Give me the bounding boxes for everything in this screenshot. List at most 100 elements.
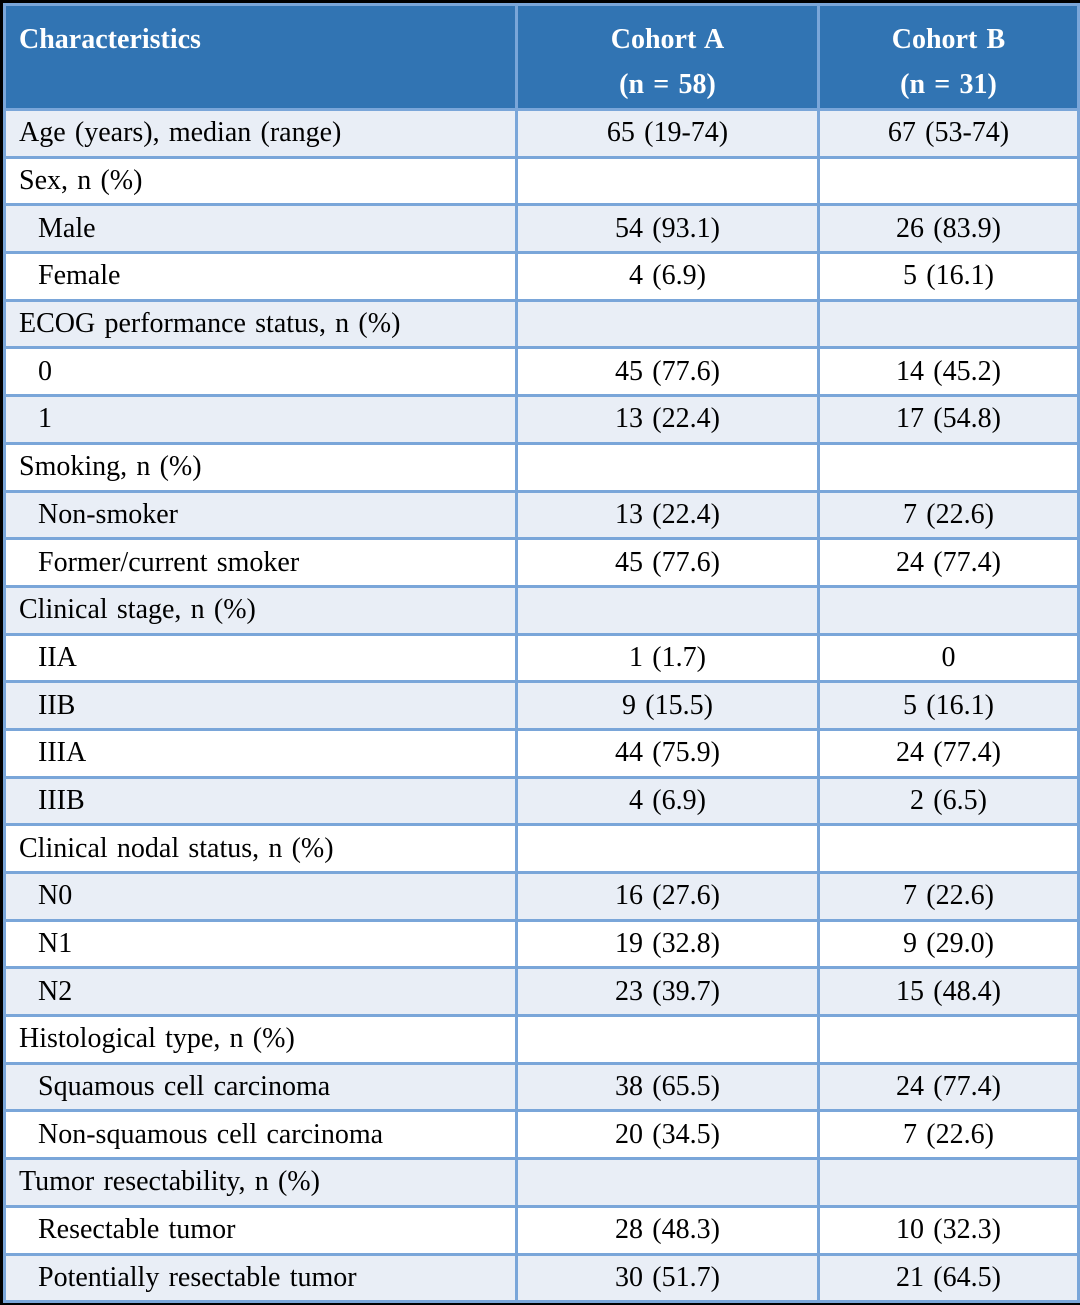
cohort-b-cell: 5 (16.1): [817, 251, 1080, 302]
cohort-b-cell: [817, 298, 1080, 350]
header-cohort-b: Cohort B (n = 31): [817, 3, 1080, 111]
cohort-b-cell: [817, 441, 1080, 493]
row-label-cell: IIIA: [3, 727, 518, 779]
cohort-a-cell: 23 (39.7): [515, 966, 820, 1018]
table-row: N2 23 (39.7) 15 (48.4): [3, 966, 1080, 1018]
cohort-b-cell: 7 (22.6): [817, 1109, 1080, 1161]
table-row: Former/current smoker 45 (77.6) 24 (77.4…: [3, 537, 1080, 588]
cohort-b-cell: 67 (53-74): [817, 108, 1080, 159]
table-row: Tumor resectability, n (%): [3, 1157, 1080, 1208]
table-row: Non-smoker 13 (22.4) 7 (22.6): [3, 489, 1080, 541]
cohort-b-cell: [817, 1014, 1080, 1065]
cohort-a-cell: [515, 298, 820, 350]
cohort-b-cell: 14 (45.2): [817, 346, 1080, 398]
table-row: 0 45 (77.6) 14 (45.2): [3, 346, 1080, 398]
cohort-a-cell: 65 (19-74): [515, 108, 820, 159]
row-label-cell: Male: [3, 203, 518, 255]
table-row: ECOG performance status, n (%): [3, 298, 1080, 350]
table-row: Male 54 (93.1) 26 (83.9): [3, 203, 1080, 255]
table-row: IIA 1 (1.7) 0: [3, 632, 1080, 684]
row-label-cell: Histological type, n (%): [3, 1014, 518, 1065]
cohort-a-cell: 9 (15.5): [515, 680, 820, 731]
cohort-b-sample-size: (n = 31): [900, 69, 997, 100]
row-label-cell: ECOG performance status, n (%): [3, 298, 518, 350]
cohort-b-cell: [817, 584, 1080, 636]
table-row: Potentially resectable tumor 30 (51.7) 2…: [3, 1252, 1080, 1304]
cohort-a-cell: [515, 1157, 820, 1208]
cohort-a-cell: [515, 155, 820, 207]
cohort-b-cell: 24 (77.4): [817, 537, 1080, 588]
table-row: Squamous cell carcinoma 38 (65.5) 24 (77…: [3, 1061, 1080, 1113]
cohort-a-cell: 13 (22.4): [515, 489, 820, 541]
table-row: N1 19 (32.8) 9 (29.0): [3, 918, 1080, 970]
row-label-cell: Squamous cell carcinoma: [3, 1061, 518, 1113]
cohort-a-title: Cohort A: [610, 24, 725, 55]
table-row: Clinical stage, n (%): [3, 584, 1080, 636]
cohort-b-cell: [817, 823, 1080, 874]
cohort-b-cell: 15 (48.4): [817, 966, 1080, 1018]
cohort-a-cell: 28 (48.3): [515, 1204, 820, 1256]
cohort-a-cell: [515, 441, 820, 493]
cohort-b-cell: 2 (6.5): [817, 775, 1080, 827]
cohort-b-cell: 7 (22.6): [817, 489, 1080, 541]
row-label-cell: N1: [3, 918, 518, 970]
table-body: Age (years), median (range) 65 (19-74) 6…: [3, 108, 1080, 1304]
cohort-b-cell: 9 (29.0): [817, 918, 1080, 970]
table-row: Resectable tumor 28 (48.3) 10 (32.3): [3, 1204, 1080, 1256]
row-label-cell: Potentially resectable tumor: [3, 1252, 518, 1304]
cohort-a-cell: 4 (6.9): [515, 775, 820, 827]
cohort-b-cell: 10 (32.3): [817, 1204, 1080, 1256]
table-row: Clinical nodal status, n (%): [3, 823, 1080, 874]
header-row: Characteristics Cohort A (n = 58) Cohort…: [3, 3, 1080, 111]
row-label-cell: Female: [3, 251, 518, 302]
table-row: Smoking, n (%): [3, 441, 1080, 493]
table-row: Female 4 (6.9) 5 (16.1): [3, 251, 1080, 302]
row-label-cell: Clinical stage, n (%): [3, 584, 518, 636]
cohort-a-cell: 1 (1.7): [515, 632, 820, 684]
row-label-cell: Former/current smoker: [3, 537, 518, 588]
cohort-a-cell: 45 (77.6): [515, 537, 820, 588]
table-row: 1 13 (22.4) 17 (54.8): [3, 394, 1080, 445]
cohort-a-cell: 44 (75.9): [515, 727, 820, 779]
cohort-a-cell: 30 (51.7): [515, 1252, 820, 1304]
row-label-cell: IIA: [3, 632, 518, 684]
cohort-b-title: Cohort B: [891, 24, 1006, 55]
cohort-a-cell: 54 (93.1): [515, 203, 820, 255]
table-row: Non-squamous cell carcinoma 20 (34.5) 7 …: [3, 1109, 1080, 1161]
cohort-a-sample-size: (n = 58): [619, 69, 716, 100]
cohort-b-cell: 24 (77.4): [817, 727, 1080, 779]
cohort-b-cell: 17 (54.8): [817, 394, 1080, 445]
row-label-cell: N2: [3, 966, 518, 1018]
cohort-a-cell: [515, 1014, 820, 1065]
row-label-cell: Resectable tumor: [3, 1204, 518, 1256]
cohort-a-cell: 45 (77.6): [515, 346, 820, 398]
table-row: Histological type, n (%): [3, 1014, 1080, 1065]
cohort-b-cell: 21 (64.5): [817, 1252, 1080, 1304]
row-label-cell: 0: [3, 346, 518, 398]
cohort-b-cell: [817, 155, 1080, 207]
table-row: IIIB 4 (6.9) 2 (6.5): [3, 775, 1080, 827]
cohort-a-cell: 4 (6.9): [515, 251, 820, 302]
cohort-a-cell: 19 (32.8): [515, 918, 820, 970]
characteristics-table: Characteristics Cohort A (n = 58) Cohort…: [3, 3, 1080, 1304]
cohort-a-cell: 38 (65.5): [515, 1061, 820, 1113]
cohort-a-cell: [515, 823, 820, 874]
row-label-cell: IIB: [3, 680, 518, 731]
header-cohort-a: Cohort A (n = 58): [515, 3, 820, 111]
cohort-b-cell: [817, 1157, 1080, 1208]
cohort-b-cell: 7 (22.6): [817, 871, 1080, 922]
header-characteristics: Characteristics: [3, 3, 518, 111]
row-label-cell: Sex, n (%): [3, 155, 518, 207]
table-row: N0 16 (27.6) 7 (22.6): [3, 871, 1080, 922]
row-label-cell: Non-squamous cell carcinoma: [3, 1109, 518, 1161]
row-label-cell: Age (years), median (range): [3, 108, 518, 159]
table-row: IIB 9 (15.5) 5 (16.1): [3, 680, 1080, 731]
row-label-cell: Non-smoker: [3, 489, 518, 541]
table-row: IIIA 44 (75.9) 24 (77.4): [3, 727, 1080, 779]
row-label-cell: Smoking, n (%): [3, 441, 518, 493]
row-label-cell: Tumor resectability, n (%): [3, 1157, 518, 1208]
row-label-cell: Clinical nodal status, n (%): [3, 823, 518, 874]
cohort-a-cell: 16 (27.6): [515, 871, 820, 922]
cohort-b-cell: 0: [817, 632, 1080, 684]
cohort-a-cell: 20 (34.5): [515, 1109, 820, 1161]
